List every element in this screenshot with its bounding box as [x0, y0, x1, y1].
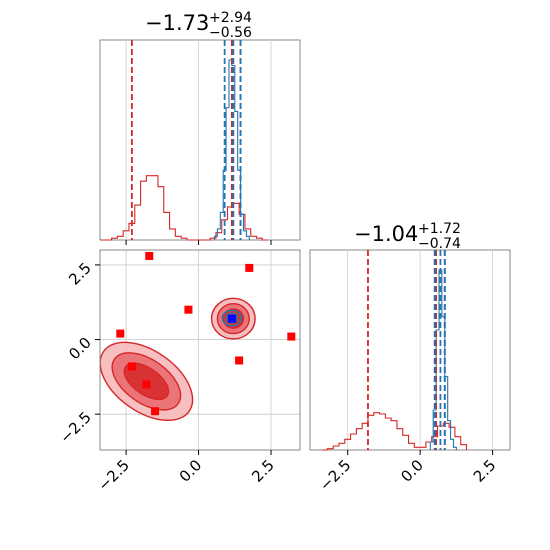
joint-sample-marker [235, 356, 244, 365]
joint-plot-area [100, 250, 300, 450]
joint-xtick-label: −2.5 [94, 456, 132, 494]
title-param1-median: −1.73 [145, 11, 209, 35]
marginal-histogram-param2: −2.5 0.0 2.5 [309, 249, 511, 495]
joint-scatter-param1-param2: −2.5 0.0 2.5 −2.5 0.0 2.5 [56, 249, 301, 495]
joint-ytick-label: 2.5 [65, 259, 95, 289]
joint-contour-blue [225, 312, 239, 324]
joint-sample-marker [245, 263, 254, 272]
title-param2-median: −1.04 [354, 222, 418, 246]
joint-sample-marker [151, 407, 160, 416]
joint-xtick-label: 0.0 [176, 456, 206, 486]
hist2-hist-blue [429, 269, 457, 450]
joint-true-value-marker [227, 314, 236, 323]
panel-titles: −1.73 +2.94 −0.56 −1.04 +1.72 −0.74 [145, 10, 461, 252]
hist2-xtick-label: 2.5 [470, 456, 500, 486]
marginal-histogram-param1 [99, 39, 301, 245]
hist1-hist-red [100, 175, 269, 241]
joint-sample-marker [287, 332, 296, 341]
hist2-xtick-label: 0.0 [397, 456, 427, 486]
joint-sample-marker [184, 305, 193, 314]
joint-contour-blue [221, 309, 243, 327]
hist1-frame [99, 39, 301, 241]
hist2-frame [309, 249, 511, 451]
joint-xtick-label: 2.5 [248, 456, 278, 486]
joint-frame [99, 249, 301, 451]
joint-sample-marker [142, 380, 151, 389]
joint-ytick-label: 0.0 [65, 334, 95, 364]
title-param2-plus: +1.72 [418, 221, 461, 237]
title-param1-minus: −0.56 [209, 25, 252, 41]
hist2-xtick-label: −2.5 [316, 456, 354, 494]
joint-ytick-label: −2.5 [56, 408, 94, 446]
joint-sample-marker [116, 329, 125, 338]
joint-sample-marker [127, 362, 136, 371]
title-param2-minus: −0.74 [418, 236, 461, 252]
hist2-hist-red [321, 412, 468, 451]
title-param1-plus: +2.94 [209, 10, 252, 26]
joint-sample-marker [145, 251, 154, 260]
